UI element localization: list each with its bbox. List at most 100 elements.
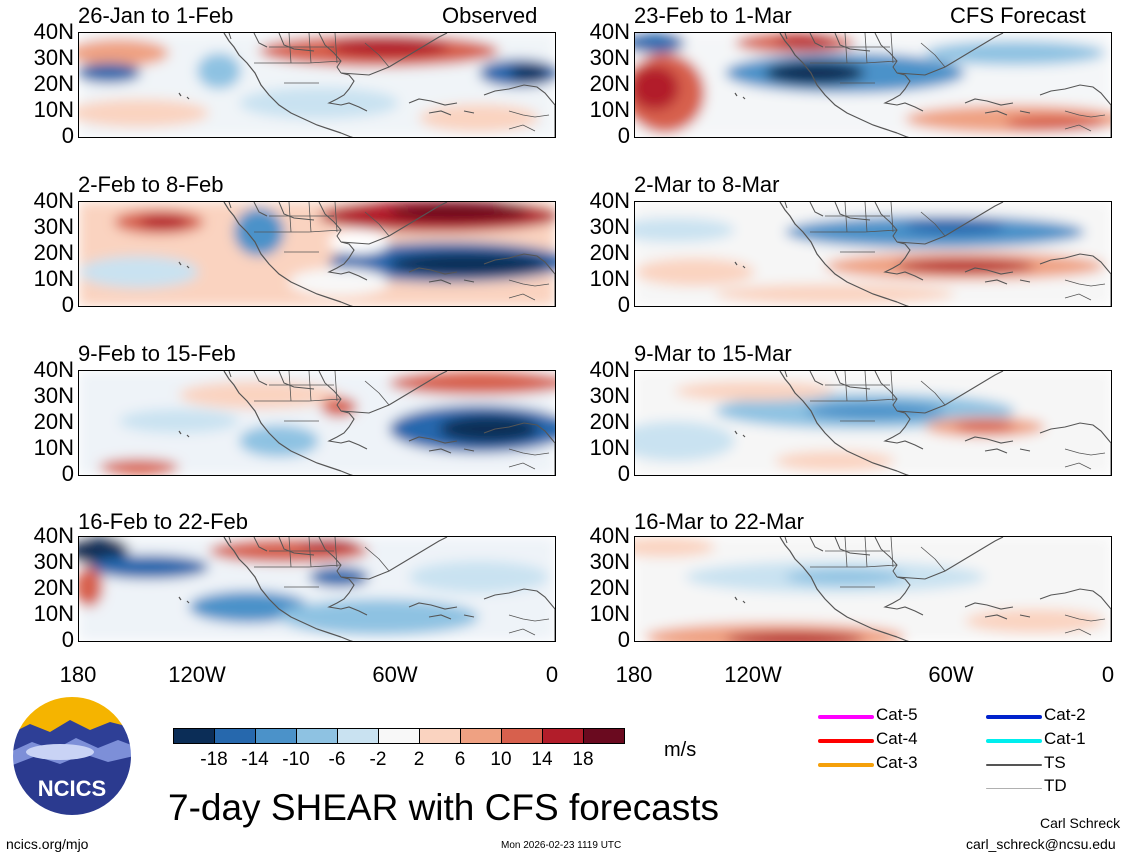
legend-label: TS (1044, 753, 1066, 772)
y-tick-label: 30N (33, 383, 74, 408)
y-tick-label: 10N (589, 435, 630, 460)
panel-title: 23-Feb to 1-Mar (634, 3, 792, 28)
y-tick-label: 10N (589, 601, 630, 626)
shear-map-panel (634, 536, 1112, 642)
logo-text: NCICS (38, 776, 106, 801)
y-tick-label: 40N (33, 19, 74, 44)
shear-map-panel (634, 370, 1112, 476)
shear-map-panel (78, 370, 556, 476)
legend-line-cat-4 (818, 739, 874, 743)
panel-title: 16-Mar to 22-Mar (634, 509, 804, 534)
y-tick-label: 10N (33, 601, 74, 626)
legend-line-td (986, 788, 1042, 789)
panel-title: 9-Mar to 15-Mar (634, 341, 792, 366)
x-tick-label: 0 (545, 662, 559, 687)
author-email[interactable]: carl_schreck@ncsu.edu (966, 836, 1116, 852)
legend-label: Cat-3 (876, 753, 918, 772)
legend-label: Cat-5 (876, 705, 918, 724)
legend-label: Cat-4 (876, 729, 918, 748)
panel-title: 16-Feb to 22-Feb (78, 509, 248, 534)
colorbar-label: -18 (200, 749, 228, 770)
x-tick-label: 120W (168, 662, 226, 687)
legend-line-ts (986, 764, 1042, 766)
main-title: 7-day SHEAR with CFS forecasts (168, 787, 720, 828)
colorbar-swatch (501, 728, 543, 744)
y-tick-label: 40N (33, 188, 74, 213)
colorbar-swatch (583, 728, 625, 744)
website-link[interactable]: ncics.org/mjo (6, 836, 89, 852)
panel-title: 2-Mar to 8-Mar (634, 172, 780, 197)
legend-label: Cat-2 (1044, 705, 1086, 724)
y-tick-label: 20N (33, 575, 74, 600)
y-tick-label: 30N (589, 214, 630, 239)
y-tick-label: 40N (589, 188, 630, 213)
shear-map-panel (78, 201, 556, 307)
shear-map-panel (634, 201, 1112, 307)
colorbar-unit: m/s (664, 739, 697, 761)
y-tick-label: 0 (61, 627, 74, 652)
y-tick-label: 40N (33, 357, 74, 382)
y-tick-label: 0 (61, 123, 74, 148)
y-tick-label: 30N (33, 214, 74, 239)
y-tick-label: 0 (617, 627, 630, 652)
shear-map-panel (78, 536, 556, 642)
colorbar-swatch (460, 728, 502, 744)
y-tick-label: 30N (589, 549, 630, 574)
panel-title: 26-Jan to 1-Feb (78, 3, 234, 28)
colorbar-swatch (296, 728, 338, 744)
colorbar-label: -14 (241, 749, 269, 770)
y-tick-label: 30N (589, 45, 630, 70)
y-tick-label: 40N (589, 19, 630, 44)
colorbar-label: 14 (531, 749, 553, 770)
colorbar-label: -2 (369, 749, 387, 770)
y-tick-label: 20N (589, 575, 630, 600)
x-tick-label: 120W (724, 662, 782, 687)
colorbar-label: -10 (282, 749, 310, 770)
colorbar-label: 2 (413, 749, 425, 770)
forecast-label: CFS Forecast (950, 3, 1086, 28)
y-tick-label: 10N (33, 97, 74, 122)
author-name: Carl Schreck (1040, 815, 1121, 831)
colorbar-swatch (378, 728, 420, 744)
y-tick-label: 0 (617, 461, 630, 486)
y-tick-label: 0 (61, 461, 74, 486)
legend-line-cat-2 (986, 715, 1042, 719)
colorbar-label: 10 (490, 749, 512, 770)
colorbar-label: 18 (572, 749, 594, 770)
legend-label: Cat-1 (1044, 729, 1086, 748)
y-tick-label: 30N (589, 383, 630, 408)
legend-line-cat-1 (986, 739, 1042, 743)
colorbar-swatch (173, 728, 215, 744)
legend-line-cat-3 (818, 763, 874, 767)
y-tick-label: 30N (33, 45, 74, 70)
y-tick-label: 20N (33, 71, 74, 96)
colorbar-label: 6 (454, 749, 466, 770)
y-tick-label: 0 (617, 123, 630, 148)
y-tick-label: 10N (589, 97, 630, 122)
shear-map-panel (634, 32, 1112, 138)
panel-title: 9-Feb to 15-Feb (78, 341, 236, 366)
x-tick-label: 180 (615, 662, 653, 687)
legend-line-cat-5 (818, 715, 874, 719)
y-tick-label: 20N (33, 409, 74, 434)
y-tick-label: 20N (589, 240, 630, 265)
y-tick-label: 40N (589, 523, 630, 548)
y-tick-label: 10N (589, 266, 630, 291)
x-tick-label: 180 (59, 662, 97, 687)
legend-label: TD (1044, 776, 1067, 795)
x-tick-label: 60W (372, 662, 418, 687)
timestamp: Mon 2026-02-23 1119 UTC (501, 840, 622, 851)
y-tick-label: 40N (589, 357, 630, 382)
y-tick-label: 10N (33, 266, 74, 291)
y-tick-label: 10N (33, 435, 74, 460)
colorbar-swatch (542, 728, 584, 744)
y-tick-label: 0 (61, 292, 74, 317)
colorbar-label: -6 (328, 749, 346, 770)
y-tick-label: 0 (617, 292, 630, 317)
y-tick-label: 40N (33, 523, 74, 548)
x-tick-label: 0 (1101, 662, 1115, 687)
y-tick-label: 20N (589, 71, 630, 96)
panel-title: 2-Feb to 8-Feb (78, 172, 224, 197)
shear-map-panel (78, 32, 556, 138)
ncics-logo: NCICS (10, 694, 134, 818)
